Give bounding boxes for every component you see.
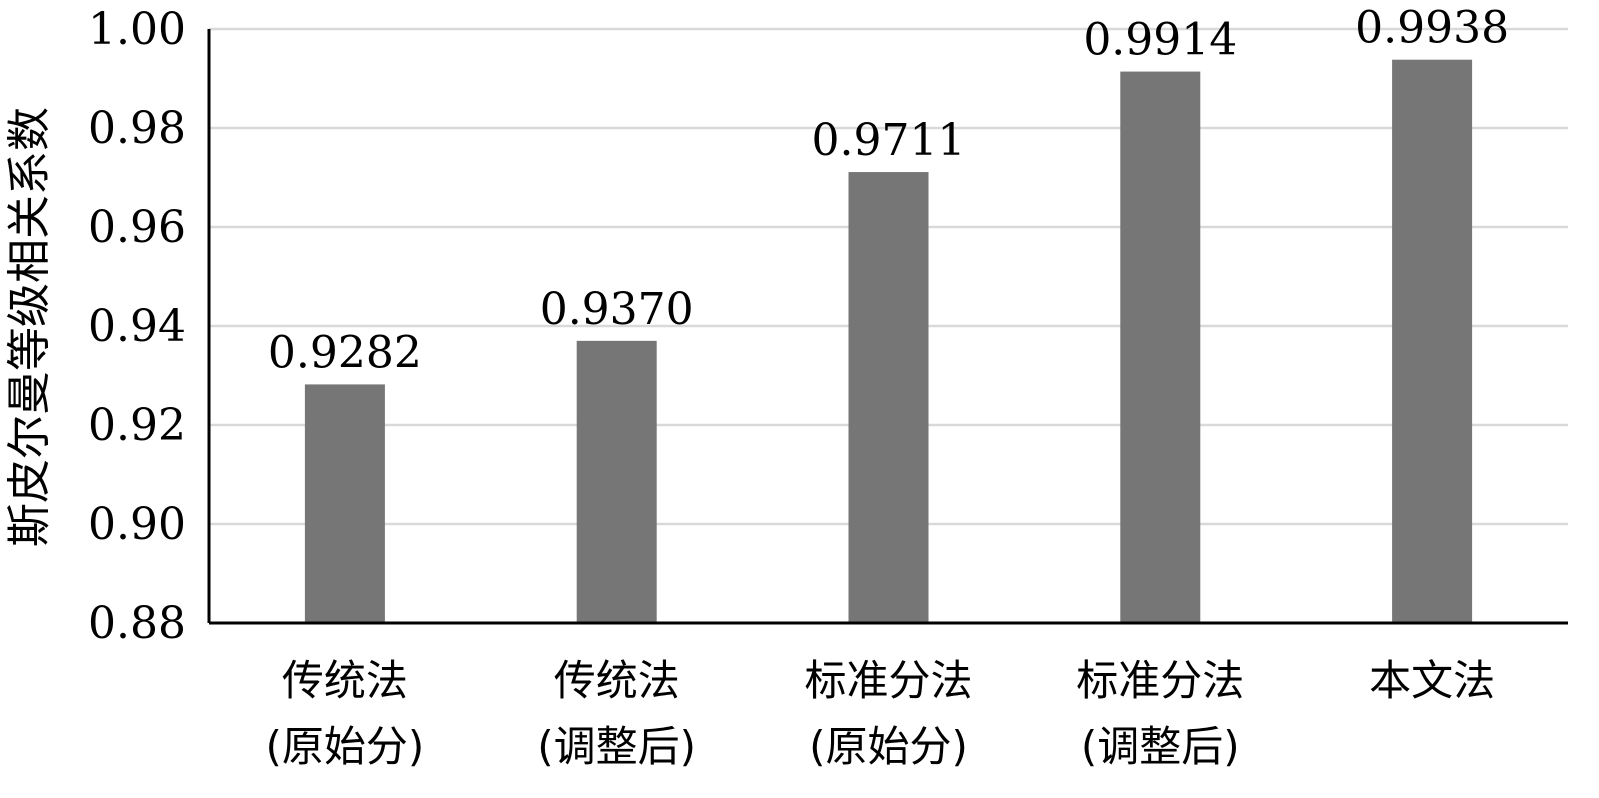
category-label: 传统法 (调整后) [537, 656, 696, 771]
category-label-line: 标准分法 [1076, 656, 1244, 705]
bar [1120, 71, 1201, 623]
y-tick-labels: 0.88 0.90 0.92 0.94 0.96 0.98 1.00 [88, 4, 186, 649]
category-label-line: (调整后) [537, 722, 696, 771]
y-axis-label: 斯皮尔曼等级相关系数 [4, 107, 55, 547]
data-label: 0.9711 [812, 115, 966, 166]
data-label: 0.9282 [268, 327, 422, 378]
data-labels: 0.9282 0.9370 0.9711 0.9914 0.9938 [268, 3, 1509, 379]
y-tick-label: 0.96 [88, 202, 186, 253]
bar [848, 172, 929, 623]
y-tick-label: 0.90 [88, 499, 186, 550]
category-label-line: (调整后) [1081, 722, 1240, 771]
category-label-line: 标准分法 [804, 656, 972, 705]
category-label: 传统法 (原始分) [266, 656, 425, 771]
data-label: 0.9914 [1083, 15, 1237, 66]
y-tick-label: 0.92 [88, 400, 186, 451]
data-label: 0.9938 [1355, 3, 1509, 54]
data-label: 0.9370 [540, 284, 694, 335]
bar [1392, 59, 1473, 623]
bar [304, 384, 385, 623]
bar [576, 340, 657, 623]
category-label-line: 传统法 [282, 656, 408, 705]
category-label-line: 传统法 [554, 656, 680, 705]
category-label: 标准分法 (原始分) [804, 656, 972, 771]
y-tick-label: 0.88 [88, 598, 186, 649]
category-label: 标准分法 (调整后) [1076, 656, 1244, 771]
y-tick-label: 0.98 [88, 103, 186, 154]
axes [207, 29, 1568, 625]
bars [304, 59, 1473, 623]
category-label: 本文法 [1369, 656, 1495, 705]
y-tick-label: 0.94 [88, 301, 186, 352]
category-label-line: (原始分) [809, 722, 968, 771]
x-category-labels: 传统法 (原始分) 传统法 (调整后) 标准分法 (原始分) 标准分法 (调整后) 本文法 [266, 656, 1496, 771]
category-label-line: 本文法 [1369, 656, 1495, 705]
y-tick-label: 1.00 [88, 4, 186, 55]
category-label-line: (原始分) [266, 722, 425, 771]
